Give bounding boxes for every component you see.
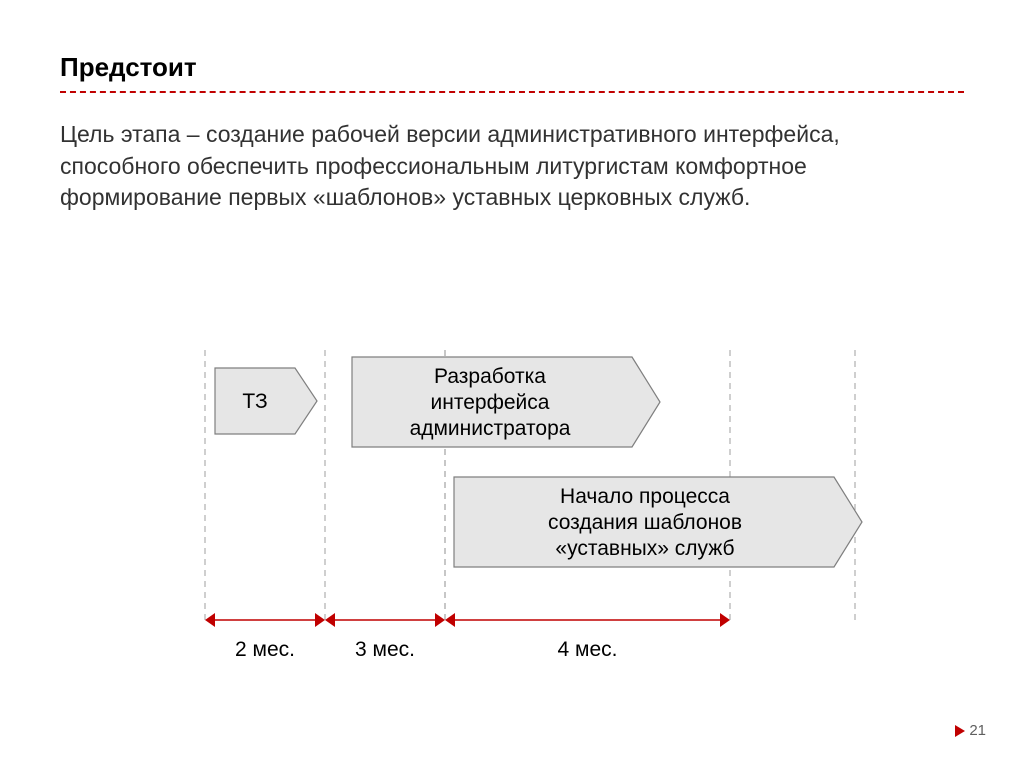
chevron-label: Начало процесса xyxy=(560,485,730,508)
chevron-label: интерфейса xyxy=(431,391,550,414)
page-number-value: 21 xyxy=(969,722,986,739)
page-marker-icon xyxy=(955,725,965,737)
goal-text: Цель этапа – создание рабочей версии адм… xyxy=(60,119,880,214)
timeline-segment-0: 2 мес. xyxy=(205,613,325,661)
page-title: Предстоит xyxy=(60,52,964,83)
timeline-label: 3 мес. xyxy=(355,638,415,661)
chevron-0: ТЗ xyxy=(215,368,317,434)
timeline-segment-2: 4 мес. xyxy=(445,613,730,661)
chevron-label: администратора xyxy=(410,417,571,440)
page-number: 21 xyxy=(955,722,986,739)
chevron-label: ТЗ xyxy=(242,390,267,413)
timeline-label: 2 мес. xyxy=(235,638,295,661)
chevron-label: создания шаблонов xyxy=(548,511,742,534)
chevron-2: Начало процесса создания шаблонов «уставны… xyxy=(454,477,862,567)
roadmap-diagram: ТЗ Разработка интерфейса администратора Нача… xyxy=(0,0,1024,767)
chevron-label: Разработка xyxy=(434,365,546,388)
divider xyxy=(60,91,964,93)
slide: Предстоит Цель этапа – создание рабочей … xyxy=(0,0,1024,767)
chevron-1: Разработка интерфейса администратора xyxy=(352,357,660,447)
timeline-label: 4 мес. xyxy=(558,638,618,661)
timeline-segment-1: 3 мес. xyxy=(325,613,445,661)
chevron-label: «уставных» служб xyxy=(555,537,734,560)
